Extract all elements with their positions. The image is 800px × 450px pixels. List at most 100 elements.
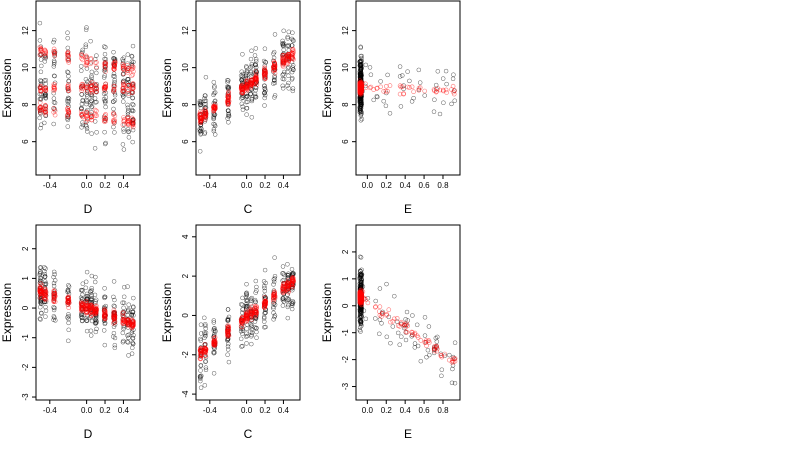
fitted-point (386, 307, 392, 313)
fitted-point (103, 312, 108, 318)
observed-point (83, 77, 89, 82)
observed-point (433, 335, 439, 341)
observed-point (261, 279, 267, 284)
fitted-point (358, 294, 364, 300)
fitted-point (384, 311, 390, 317)
observed-point (43, 304, 48, 310)
observed-point (403, 337, 409, 343)
fitted-point (43, 110, 49, 115)
observed-point (52, 100, 58, 106)
observed-point (409, 99, 415, 104)
fitted-point (245, 83, 250, 88)
observed-point (290, 67, 296, 72)
observed-point (197, 129, 203, 134)
fitted-point (240, 90, 245, 96)
x-tick-label: 0.4 (118, 406, 130, 415)
observed-point (102, 342, 108, 348)
observed-point (130, 139, 135, 145)
fitted-point (409, 84, 415, 90)
fitted-point (198, 352, 204, 357)
observed-point (280, 38, 285, 44)
observed-point (202, 96, 207, 101)
observed-point (212, 98, 218, 104)
y-tick-label: -2 (181, 351, 190, 359)
observed-point (240, 95, 245, 100)
fitted-point (84, 309, 89, 315)
observed-point (289, 303, 295, 308)
observed-point (130, 95, 135, 100)
observed-point (416, 67, 422, 73)
fitted-point (84, 114, 90, 119)
observed-point (52, 107, 58, 112)
y-tick-label: 1 (341, 276, 350, 281)
observed-point (51, 305, 56, 310)
observed-point (131, 295, 136, 301)
fitted-point (272, 289, 277, 295)
observed-point (243, 295, 249, 300)
observed-point (92, 279, 98, 285)
fitted-point (129, 325, 135, 330)
fitted-point (390, 318, 396, 324)
fitted-point (359, 86, 364, 91)
fitted-point (111, 317, 117, 323)
observed-point (248, 296, 254, 302)
observed-point (211, 326, 217, 332)
observed-point (38, 301, 44, 306)
fitted-point (125, 87, 130, 92)
fitted-point (434, 343, 439, 349)
observed-point (78, 64, 84, 69)
observed-point (43, 95, 48, 100)
observed-point (290, 65, 295, 70)
observed-point (401, 83, 406, 88)
fitted-point (248, 311, 254, 317)
fitted-point (51, 86, 57, 91)
observed-point (42, 274, 48, 279)
fitted-point (410, 330, 415, 335)
fitted-point (365, 300, 371, 306)
fitted-point (111, 307, 117, 313)
fitted-point (281, 284, 286, 289)
fitted-point (253, 79, 258, 84)
fitted-point (198, 347, 203, 353)
fitted-point (131, 320, 136, 326)
fitted-point (102, 113, 108, 118)
observed-point (357, 281, 363, 286)
observed-point (212, 122, 218, 127)
observed-point (447, 352, 452, 358)
observed-point (410, 313, 415, 318)
fitted-point (52, 293, 58, 298)
y-tick-label: -4 (181, 390, 190, 398)
observed-point (130, 336, 136, 341)
fitted-point (85, 88, 90, 94)
fitted-point (80, 306, 85, 312)
observed-point (51, 37, 57, 43)
observed-point (432, 97, 437, 102)
fitted-point (280, 280, 286, 286)
fitted-point (281, 60, 286, 66)
fitted-point (66, 298, 71, 304)
fitted-point (374, 85, 380, 91)
fitted-point (89, 115, 94, 120)
x-tick-label: 0.0 (241, 406, 253, 415)
observed-point (197, 102, 203, 108)
fitted-point (449, 87, 454, 92)
observed-point (211, 121, 216, 127)
fitted-point (42, 291, 47, 297)
plot-frame (355, 0, 461, 176)
y-tick-label: 0 (341, 303, 350, 308)
observed-point (38, 78, 44, 84)
observed-point (357, 254, 363, 260)
fitted-point (431, 348, 437, 354)
observed-point (211, 328, 216, 333)
y-tick-label: 0 (181, 313, 190, 318)
observed-point (431, 109, 437, 114)
y-tick-label: 4 (181, 234, 190, 239)
observed-point (244, 301, 249, 307)
observed-point (43, 77, 49, 83)
observed-point (130, 101, 135, 107)
observed-point (422, 315, 428, 320)
observed-point (417, 80, 423, 85)
observed-point (102, 141, 108, 147)
y-tick-label: 10 (341, 63, 350, 72)
fitted-point (239, 320, 245, 326)
